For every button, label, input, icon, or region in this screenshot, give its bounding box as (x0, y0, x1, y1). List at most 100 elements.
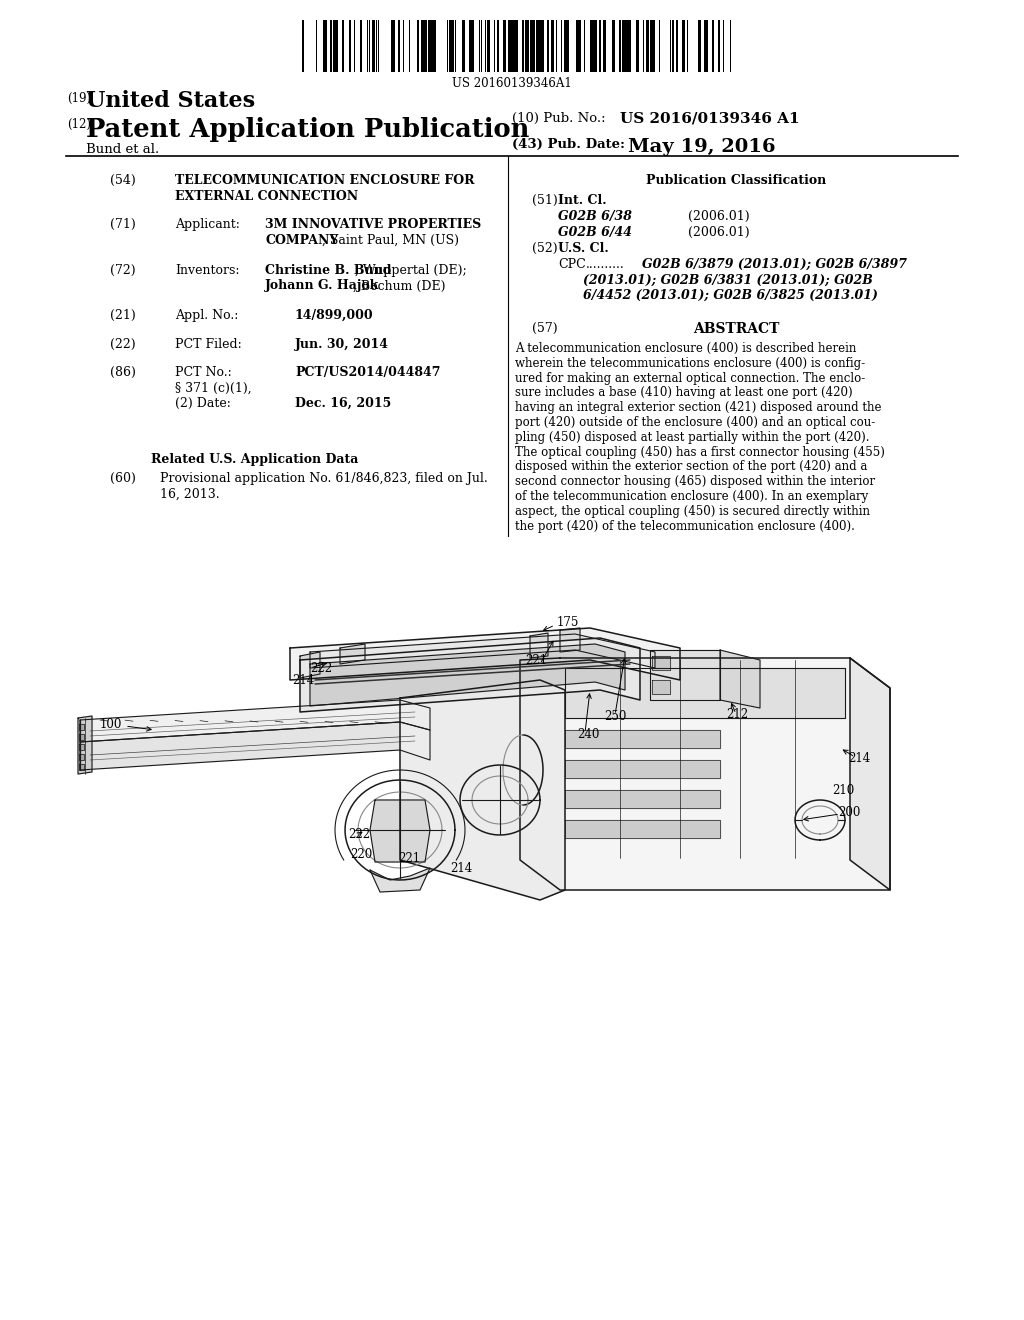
Text: 214: 214 (848, 751, 870, 764)
Polygon shape (300, 638, 640, 711)
Bar (342, 20, 344, 73)
Text: U.S. Cl.: U.S. Cl. (558, 242, 608, 255)
Polygon shape (79, 744, 84, 750)
Text: PCT/US2014/044847: PCT/US2014/044847 (295, 366, 440, 379)
Bar (682, 20, 684, 73)
Text: 220: 220 (350, 849, 373, 862)
Text: (54): (54) (110, 174, 136, 187)
Polygon shape (560, 628, 580, 652)
Bar (360, 20, 362, 73)
Text: 214: 214 (450, 862, 472, 874)
Bar (706, 20, 708, 73)
Text: , Wuppertal (DE);: , Wuppertal (DE); (355, 264, 467, 277)
Bar (567, 20, 569, 73)
Text: having an integral exterior section (421) disposed around the: having an integral exterior section (421… (515, 401, 882, 414)
Text: the port (420) of the telecommunication enclosure (400).: the port (420) of the telecommunication … (515, 520, 855, 532)
Text: TELECOMMUNICATION ENCLOSURE FOR: TELECOMMUNICATION ENCLOSURE FOR (175, 174, 474, 187)
Text: (2013.01); G02B 6/3831 (2013.01); G02B: (2013.01); G02B 6/3831 (2013.01); G02B (583, 273, 872, 286)
Bar (472, 20, 474, 73)
Bar (577, 20, 579, 73)
Text: 3M INNOVATIVE PROPERTIES: 3M INNOVATIVE PROPERTIES (265, 218, 481, 231)
Polygon shape (300, 652, 319, 678)
Polygon shape (565, 668, 845, 718)
Bar (718, 20, 720, 73)
Bar (449, 20, 451, 73)
Polygon shape (80, 722, 430, 770)
Bar (676, 20, 678, 73)
Text: 240: 240 (577, 729, 599, 742)
Polygon shape (720, 649, 760, 708)
Text: (19): (19) (67, 92, 91, 106)
Text: 100: 100 (100, 718, 123, 730)
Polygon shape (78, 715, 92, 774)
Text: PCT No.:: PCT No.: (175, 366, 231, 379)
Bar (705, 20, 706, 73)
Text: 214: 214 (292, 675, 314, 688)
Text: 16, 2013.: 16, 2013. (160, 487, 219, 500)
Text: US 2016/0139346 A1: US 2016/0139346 A1 (620, 112, 800, 125)
Text: Applicant:: Applicant: (175, 218, 240, 231)
Text: (43) Pub. Date:: (43) Pub. Date: (512, 139, 625, 150)
Bar (451, 20, 454, 73)
Text: second connector housing (465) disposed within the interior: second connector housing (465) disposed … (515, 475, 876, 488)
Text: Johann G. Hajok: Johann G. Hajok (265, 280, 379, 293)
Bar (652, 20, 655, 73)
Polygon shape (80, 700, 430, 742)
Text: (12): (12) (67, 117, 91, 131)
Bar (626, 20, 629, 73)
Text: 222: 222 (348, 829, 370, 842)
Text: COMPANY: COMPANY (265, 234, 338, 247)
Text: (71): (71) (110, 218, 136, 231)
Text: (21): (21) (110, 309, 136, 322)
Bar (470, 20, 472, 73)
Bar (530, 20, 534, 73)
Bar (541, 20, 543, 73)
Polygon shape (520, 657, 890, 890)
Bar (497, 20, 499, 73)
Text: (22): (22) (110, 338, 135, 351)
Text: Provisional application No. 61/846,823, filed on Jul.: Provisional application No. 61/846,823, … (160, 473, 487, 484)
Text: Appl. No.:: Appl. No.: (175, 309, 239, 322)
Text: 200: 200 (838, 805, 860, 818)
Polygon shape (565, 820, 720, 838)
Polygon shape (310, 644, 625, 706)
Polygon shape (530, 634, 548, 657)
Text: (60): (60) (110, 473, 136, 484)
Text: 14/899,000: 14/899,000 (295, 309, 374, 322)
Bar (590, 20, 592, 73)
Polygon shape (400, 680, 565, 900)
Polygon shape (79, 764, 84, 770)
Text: 212: 212 (726, 709, 749, 722)
Bar (595, 20, 597, 73)
Text: G02B 6/3879 (2013.01); G02B 6/3897: G02B 6/3879 (2013.01); G02B 6/3897 (642, 257, 907, 271)
Text: 175: 175 (557, 616, 580, 630)
Polygon shape (370, 800, 430, 862)
Text: A telecommunication enclosure (400) is described herein: A telecommunication enclosure (400) is d… (515, 342, 856, 355)
Bar (333, 20, 335, 73)
Text: ured for making an external optical connection. The enclo-: ured for making an external optical conn… (515, 372, 865, 384)
Bar (527, 20, 529, 73)
Polygon shape (565, 760, 720, 777)
Bar (510, 20, 512, 73)
Bar (323, 20, 325, 73)
Bar (699, 20, 701, 73)
Polygon shape (565, 789, 720, 808)
Polygon shape (850, 657, 890, 890)
Text: (10) Pub. No.:: (10) Pub. No.: (512, 112, 605, 125)
Text: Bund et al.: Bund et al. (86, 143, 160, 156)
Polygon shape (79, 754, 84, 760)
Bar (637, 20, 639, 73)
Text: US 20160139346A1: US 20160139346A1 (453, 77, 571, 90)
Text: pling (450) disposed at least partially within the port (420).: pling (450) disposed at least partially … (515, 430, 869, 444)
Polygon shape (650, 649, 720, 700)
Bar (547, 20, 549, 73)
Text: , Saint Paul, MN (US): , Saint Paul, MN (US) (322, 234, 459, 247)
Text: § 371 (c)(1),: § 371 (c)(1), (175, 381, 252, 395)
Bar (422, 20, 424, 73)
Bar (603, 20, 606, 73)
Bar (66, 630, 966, 1100)
Text: PCT Filed:: PCT Filed: (175, 338, 242, 351)
Text: The optical coupling (450) has a first connector housing (455): The optical coupling (450) has a first c… (515, 446, 885, 458)
Text: (51): (51) (532, 194, 558, 207)
Text: port (420) outside of the enclosure (400) and an optical cou-: port (420) outside of the enclosure (400… (515, 416, 876, 429)
